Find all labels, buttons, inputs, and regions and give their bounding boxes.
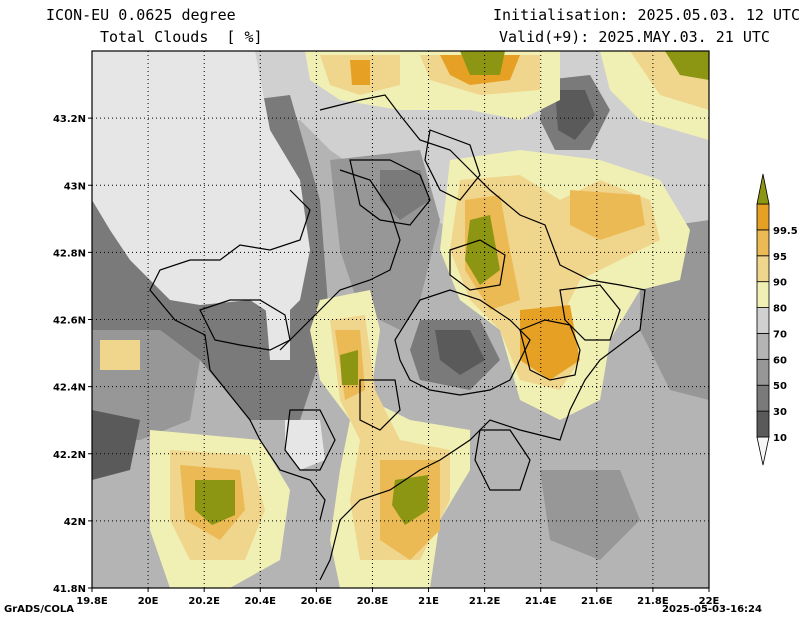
y-tick-label: 42.6N bbox=[53, 316, 86, 327]
x-tick-label: 20.8E bbox=[357, 596, 389, 607]
cloud-region-olive-center bbox=[465, 215, 500, 285]
field-title: Total Clouds [ %] bbox=[100, 28, 263, 46]
colorbar-label: 80 bbox=[773, 304, 787, 315]
colorbar-label: 50 bbox=[773, 381, 787, 392]
y-tick-label: 43.2N bbox=[53, 114, 86, 125]
colorbar-box bbox=[756, 229, 770, 257]
y-axis-labels: 41.8N 42N 42.2N 42.4N 42.6N 42.8N 43N 43.2N bbox=[53, 114, 92, 595]
colorbar-box bbox=[756, 255, 770, 283]
colorbar-label: 30 bbox=[773, 407, 787, 418]
y-tick-label: 42.2N bbox=[53, 450, 86, 461]
colorbar-label: 70 bbox=[773, 329, 787, 340]
y-tick-label: 42N bbox=[64, 517, 86, 528]
timestamp: 2025-05-03-16:24 bbox=[662, 604, 762, 615]
colorbar-box bbox=[756, 307, 770, 334]
cloud-region-olive-ne bbox=[665, 51, 709, 80]
x-tick-label: 22E bbox=[699, 596, 720, 607]
x-axis-labels: 19.8E 20E 20.2E 20.4E 20.6E 20.8E 21E 21.2E 21.4… bbox=[76, 588, 720, 607]
colorbar-box bbox=[756, 358, 770, 386]
colorbar-box bbox=[756, 384, 770, 412]
x-tick-label: 21E bbox=[418, 596, 439, 607]
colorbar: 10 30 50 60 70 80 90 95 99.5 bbox=[756, 173, 798, 466]
colorbar-max-arrow bbox=[756, 173, 770, 205]
x-tick-label: 21.2E bbox=[469, 596, 501, 607]
x-tick-label: 20.4E bbox=[245, 596, 277, 607]
valid-time: Valid(+9): 2025.MAY.03. 21 UTC bbox=[499, 28, 770, 46]
y-tick-label: 41.8N bbox=[53, 584, 86, 595]
colorbar-label: 99.5 bbox=[773, 226, 798, 237]
colorbar-box bbox=[756, 333, 770, 360]
colorbar-label: 95 bbox=[773, 252, 787, 263]
colorbar-label: 10 bbox=[773, 433, 787, 444]
colorbar-box bbox=[756, 281, 770, 308]
x-tick-label: 19.8E bbox=[76, 596, 108, 607]
model-title: ICON-EU 0.0625 degree bbox=[46, 6, 236, 24]
x-tick-label: 21.6E bbox=[581, 596, 613, 607]
colorbar-box bbox=[756, 203, 770, 231]
colorbar-min-arrow bbox=[756, 436, 770, 466]
x-tick-label: 20.2E bbox=[188, 596, 220, 607]
x-tick-label: 20E bbox=[138, 596, 159, 607]
software-credit: GrADS/COLA bbox=[4, 604, 74, 615]
colorbar-label: 90 bbox=[773, 278, 787, 289]
init-time: Initialisation: 2025.05.03. 12 UTC bbox=[493, 6, 800, 24]
cloud-field bbox=[92, 51, 709, 588]
x-tick-label: 21.4E bbox=[525, 596, 557, 607]
y-tick-label: 42.4N bbox=[53, 383, 86, 394]
cloud-region-dark-sw bbox=[92, 410, 140, 480]
y-tick-label: 43N bbox=[64, 181, 86, 192]
colorbar-box bbox=[756, 410, 770, 438]
x-tick-label: 21.8E bbox=[637, 596, 669, 607]
country-borders bbox=[149, 94, 646, 581]
y-tick-label: 42.8N bbox=[53, 248, 86, 259]
x-tick-label: 20.6E bbox=[301, 596, 333, 607]
colorbar-label: 60 bbox=[773, 355, 787, 366]
